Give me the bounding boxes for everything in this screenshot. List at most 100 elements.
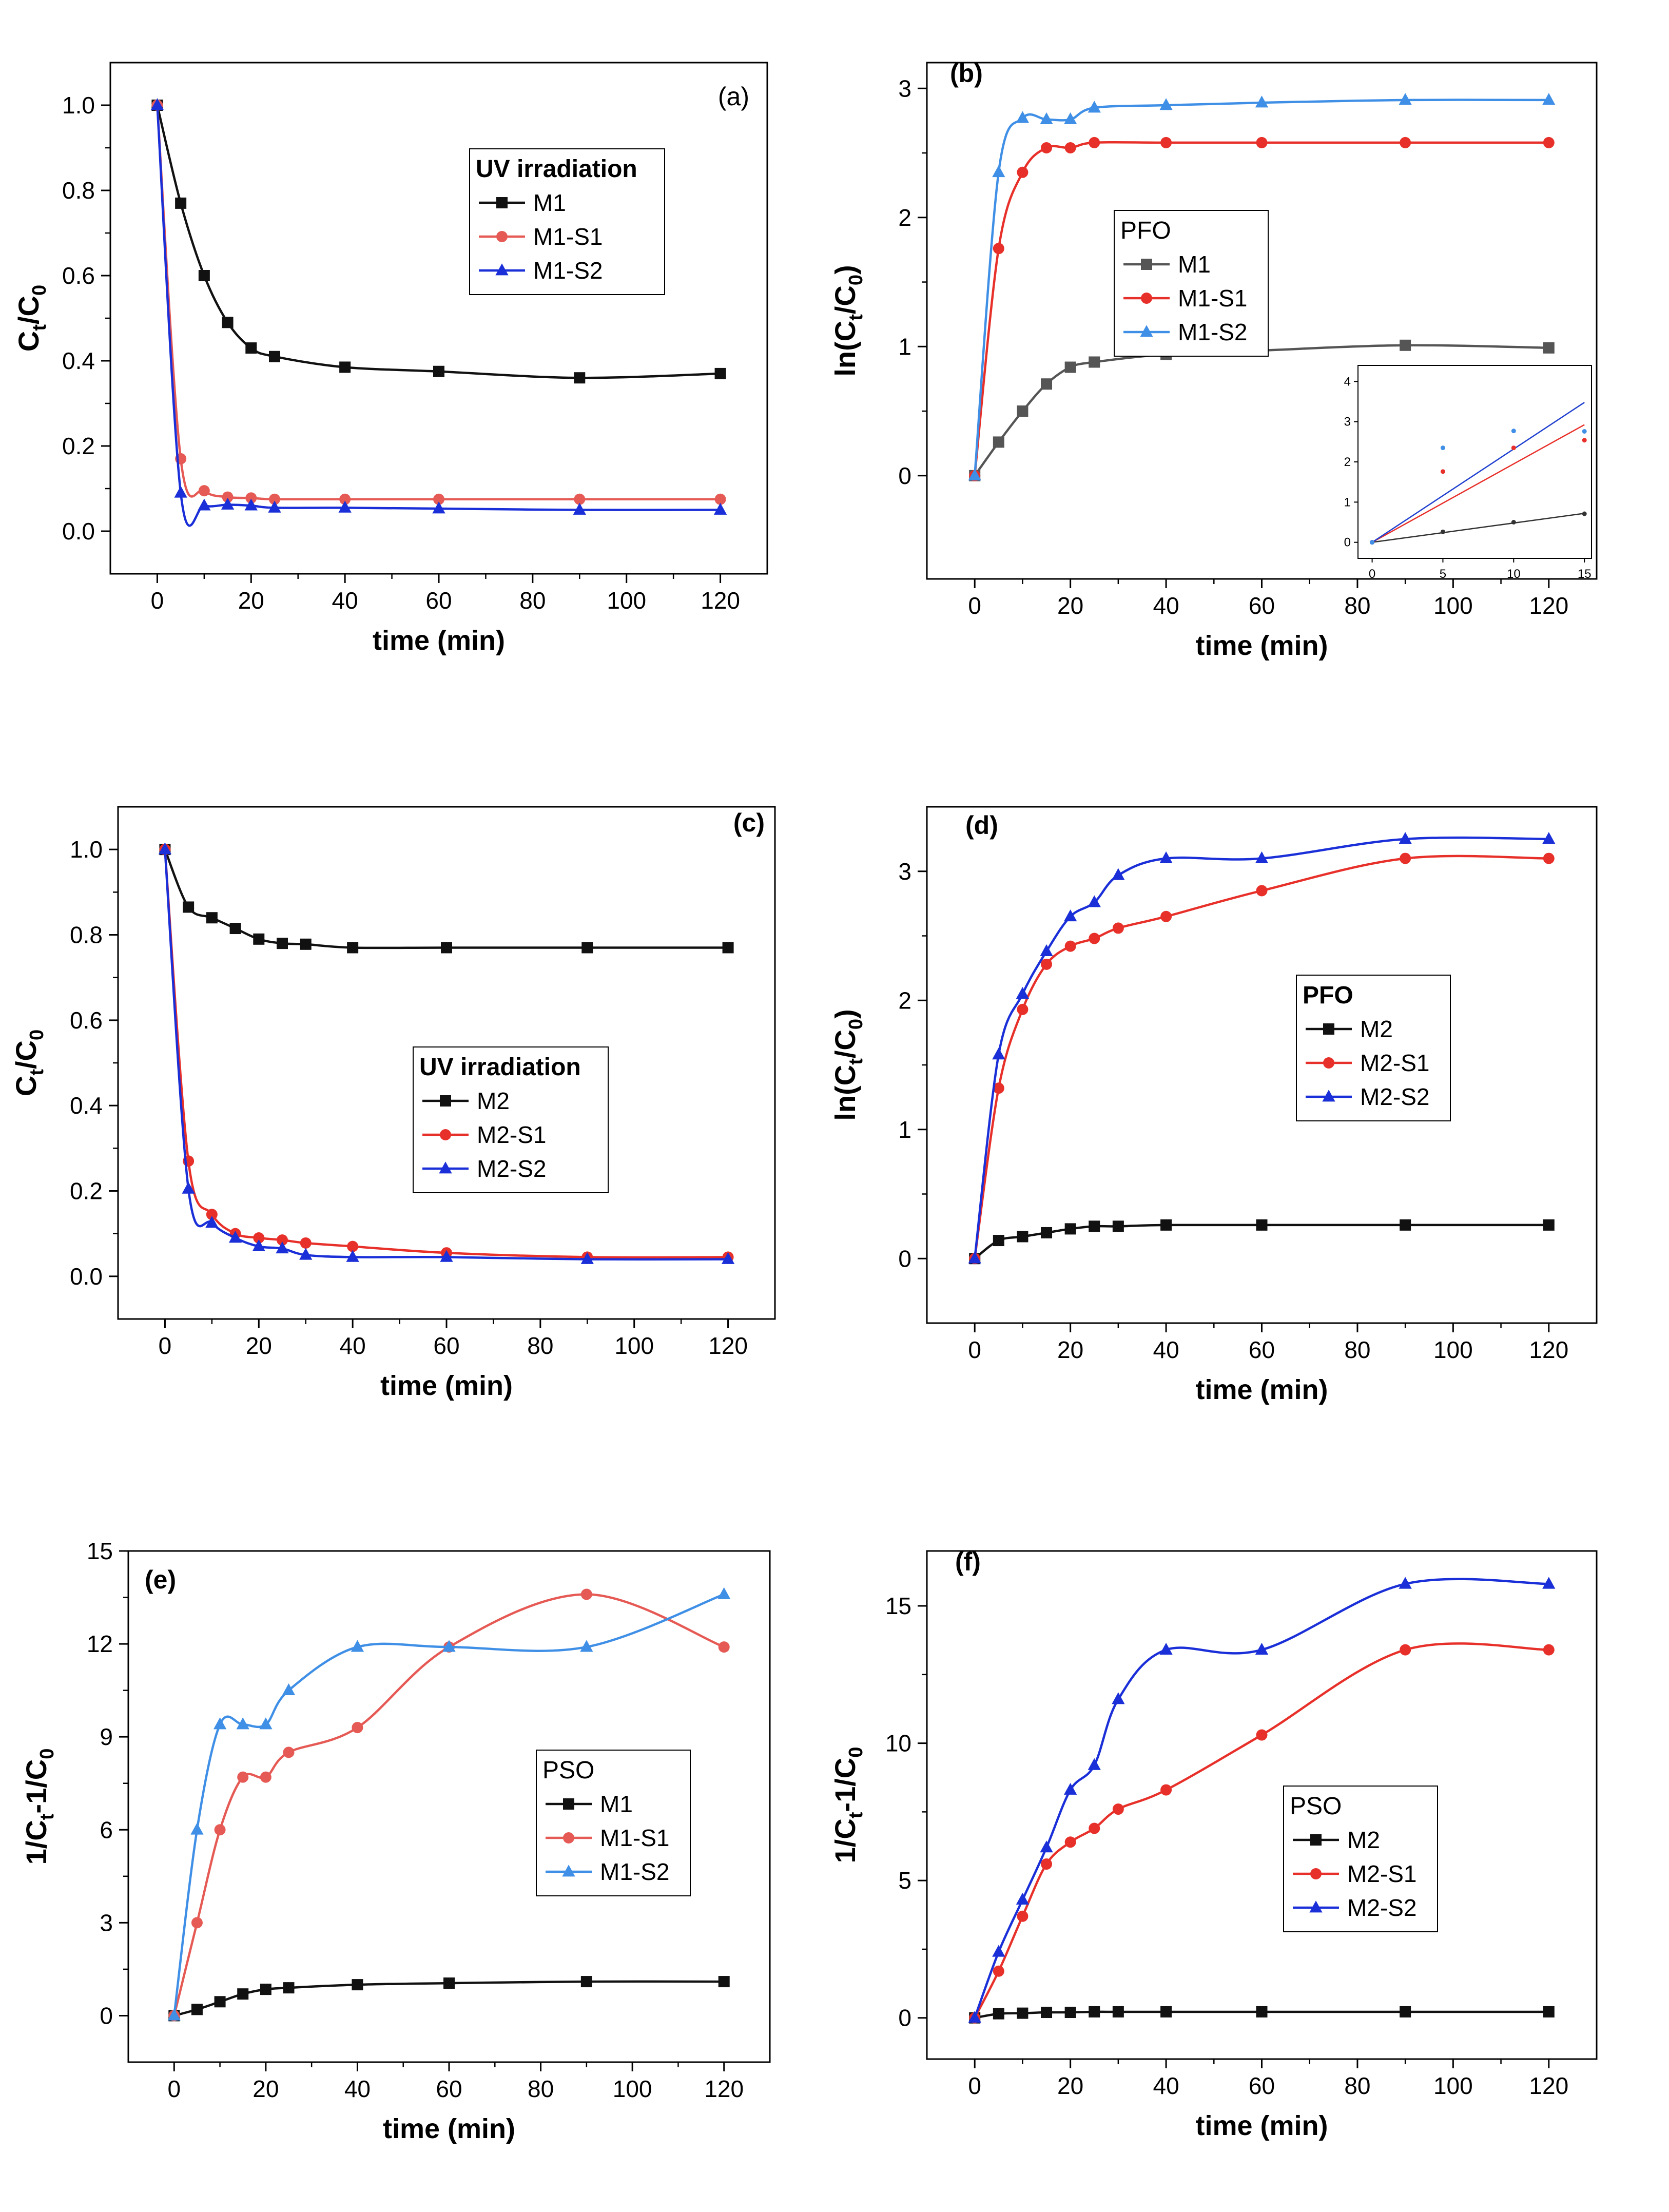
inset-y-tick-label-0: 0: [1344, 536, 1351, 550]
x-tick-label-f-1: 20: [1057, 2072, 1083, 2099]
x-tick-label-f-3: 60: [1249, 2072, 1275, 2099]
data-point-f-M2-S1-3: [1041, 1858, 1053, 1870]
y-tick-label-c-3: 0.6: [70, 1007, 103, 1034]
legend-label-a-M1-S1: M1-S1: [533, 223, 603, 250]
data-point-d-M2-6: [1112, 1220, 1124, 1232]
y-tick-label-c-4: 0.8: [70, 922, 103, 948]
y-tick-label-e-1: 3: [100, 1909, 113, 1936]
series-line-a-M1-S2: [156, 105, 721, 527]
data-point-f-M2-S2-5: [1088, 1758, 1101, 1770]
data-point-d-M2-4: [1064, 1223, 1076, 1235]
data-point-a-M1-S2-8: [573, 502, 586, 515]
x-tick-label-a-0: 0: [151, 587, 164, 614]
x-tick-label-c-2: 40: [340, 1332, 366, 1359]
data-point-e-M1-S1-4: [260, 1771, 271, 1783]
data-point-a-M1-S2-2: [198, 498, 211, 511]
y-axis-label-part-d-3: 0: [845, 1019, 867, 1030]
data-point-e-M1-2: [214, 1996, 226, 2008]
data-point-e-M1-S1-6: [352, 1722, 363, 1734]
y-tick-label-e-2: 6: [100, 1816, 113, 1843]
data-point-a-M1-4: [245, 342, 257, 354]
data-point-a-M1-S1-6: [339, 493, 351, 505]
x-tick-label-e-6: 120: [704, 2075, 744, 2102]
y-axis-label-part-d-0: ln(C: [834, 1065, 861, 1121]
data-point-d-M2-7: [1160, 1219, 1172, 1231]
legend-marker-a-M1-S2: [495, 263, 509, 276]
data-point-a-M1-S2-5: [268, 500, 281, 513]
y-axis-label-a: Ct/C0: [12, 285, 50, 352]
x-tick-label-e-1: 20: [253, 2075, 279, 2102]
y-tick-label-c-2: 0.4: [70, 1092, 103, 1119]
data-point-c-M2-6: [300, 938, 312, 950]
data-point-c-M2-S1-6: [300, 1237, 312, 1249]
data-point-f-M2-S2-0: [968, 2010, 981, 2023]
legend-marker-c-M2-S2: [439, 1161, 452, 1174]
panel-c: 0 20 40 60 80 100 120 0.0 0.2 0.4 0.6 0.8 1.0 time (m…: [0, 744, 834, 1463]
x-axis-label-c: time (min): [380, 1370, 513, 1401]
y-tick-label-d-2: 2: [898, 987, 911, 1014]
legend-marker-c-M2-S1: [440, 1129, 451, 1140]
y-axis-label-part-e-1: t: [36, 1813, 58, 1820]
data-point-d-M2-S1-7: [1160, 910, 1172, 922]
panel-label-f: (f): [955, 1547, 981, 1576]
data-point-d-M2-S2-9: [1399, 832, 1412, 844]
legend-label-a-M1-S2: M1-S2: [533, 257, 603, 284]
data-point-e-M1-8: [580, 1976, 592, 1988]
x-tick-label-f-6: 120: [1529, 2072, 1568, 2099]
x-tick-label-b-0: 0: [968, 592, 981, 619]
data-point-c-M2-9: [581, 942, 593, 954]
data-point-c-M2-7: [347, 942, 359, 954]
panel-label-e: (e): [145, 1565, 176, 1594]
x-axis-label-a: time (min): [373, 625, 505, 656]
y-tick-label-d-1: 1: [898, 1116, 911, 1143]
data-point-d-M2-S2-10: [1542, 832, 1556, 844]
y-tick-label-b-1: 1: [898, 333, 911, 360]
y-axis-label-part-e-2: -1/C: [20, 1759, 52, 1814]
data-point-c-M2-S1-7: [347, 1240, 359, 1252]
inset-point-2-1: [1440, 445, 1445, 451]
data-point-f-M2-S2-6: [1112, 1692, 1125, 1704]
legend-title-a: UV irradiation: [476, 156, 637, 183]
data-point-a-M1-S2-9: [713, 502, 727, 515]
x-tick-label-b-2: 40: [1153, 592, 1179, 619]
data-point-d-M2-S1-6: [1112, 922, 1124, 934]
data-point-a-M1-8: [574, 372, 586, 384]
y-tick-label-a-0: 0.0: [62, 518, 95, 545]
legend-marker-e-M1-S2: [562, 1865, 575, 1877]
data-point-a-M1-S1-4: [245, 492, 257, 504]
data-point-f-M2-S1-10: [1543, 1644, 1555, 1656]
data-point-c-M2-S2-8: [440, 1250, 453, 1262]
legend-marker-b-M1: [1141, 259, 1152, 270]
x-tick-label-b-1: 20: [1057, 592, 1083, 619]
y-axis-label-part-b-0: ln(C: [834, 321, 861, 377]
x-tick-label-d-6: 120: [1529, 1336, 1568, 1363]
data-point-e-M1-S2-6: [351, 1640, 364, 1652]
x-axis-label-e: time (min): [383, 2113, 515, 2144]
y-axis-label-b: ln(Ct/C0): [834, 265, 867, 376]
y-axis-label-part-c-2: /C: [10, 1040, 42, 1069]
data-point-c-M2-S2-6: [299, 1248, 313, 1260]
y-tick-label-a-4: 0.8: [62, 177, 95, 204]
data-point-c-M2-S2-7: [346, 1250, 359, 1262]
x-tick-label-c-4: 80: [527, 1332, 553, 1359]
y-axis-label-part-f-0: 1/C: [834, 1818, 861, 1863]
legend-label-c-M2: M2: [477, 1088, 510, 1114]
x-tick-label-c-6: 120: [708, 1332, 748, 1359]
chart-e-svg: 0 20 40 60 80 100 120 0 3 6 9 12 15 time (min) 1/Ct-1/…: [20, 1538, 771, 2144]
data-point-f-M2-1: [993, 2008, 1004, 2020]
legend-title-b: PFO: [1120, 217, 1171, 244]
inset-y-tick-label-4: 4: [1344, 375, 1351, 389]
x-axis-label-d: time (min): [1195, 1374, 1328, 1405]
inset-y-tick-label-3: 3: [1344, 415, 1351, 429]
data-point-d-M2-S1-1: [993, 1082, 1004, 1094]
x-tick-label-e-5: 100: [613, 2075, 652, 2102]
x-tick-label-d-1: 20: [1057, 1336, 1083, 1363]
x-axis-label-b: time (min): [1195, 630, 1328, 661]
series-line-a-M1-S1: [156, 105, 721, 501]
y-axis-label-e: 1/Ct-1/C0: [20, 1749, 58, 1865]
plot-frame-f: [926, 1550, 1598, 2060]
data-point-a-M1-S2-0: [150, 98, 164, 110]
